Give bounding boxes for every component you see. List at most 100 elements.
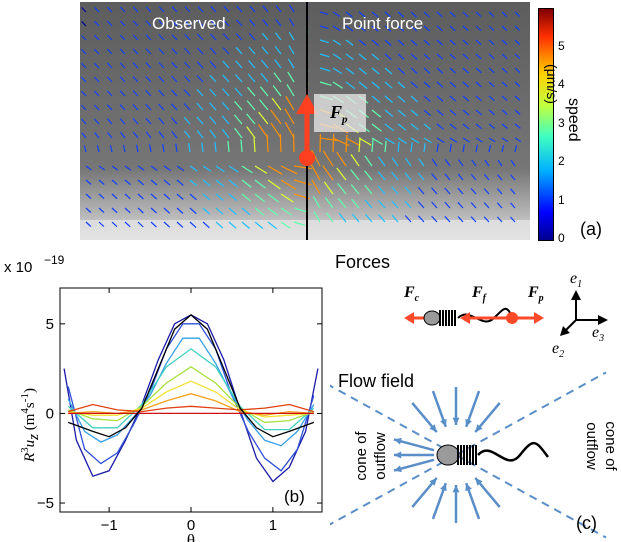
flow-vector [210,33,217,41]
flow-vector [260,73,269,83]
flow-vector [410,11,417,18]
flow-vector [223,19,230,27]
flow-vector [384,25,392,32]
cell-body-icon [436,444,460,466]
flow-vector [384,39,392,46]
flow-vector [171,130,178,139]
panel-a-tag: (a) [580,219,602,239]
flow-vector [364,155,373,167]
flow-vector [475,123,483,130]
flow-vector [436,137,445,144]
flow-vector [235,46,243,55]
flow-vector [253,137,256,153]
flow-vector [475,39,482,46]
y-tick-label: 0 [46,405,54,422]
flow-vector [457,173,464,181]
flow-vector [120,131,126,139]
flow-vector [184,6,191,13]
flow-vector [81,48,87,55]
flow-vector [410,142,413,153]
flow-vector [397,53,405,61]
flow-vector [106,118,113,125]
e3-symbol: e [592,324,600,341]
x-tick-label: 0 [187,517,195,534]
flow-vector [266,134,269,153]
flow-vector [235,60,243,69]
flow-vector [501,25,508,31]
flow-vector [431,187,438,195]
flow-vector [501,137,509,143]
flow-vector [240,139,243,153]
flow-vector [332,67,343,75]
flow-vector [275,5,282,13]
e1-arrow-head [571,290,581,300]
flow-vector [514,109,521,115]
flow-vector [364,170,373,181]
flow-vector [488,25,495,32]
flow-vector [171,75,178,83]
flow-vector [417,215,425,223]
flow-vector [475,109,482,116]
flow-vector [272,85,282,97]
y-axis-label: R3uz (m4s-1) [19,388,42,463]
flow-vector [384,109,394,118]
forces-title: Forces [335,252,391,272]
flow-vector [397,141,400,153]
flow-vector [119,118,126,125]
flow-vector [337,183,347,195]
flow-vector [436,39,443,46]
point-force-dot [299,150,315,166]
flow-arrow-head [429,424,437,433]
flow-vector [293,207,308,213]
flow-vector [313,211,321,223]
flow-vector [288,45,295,55]
flow-vector [462,109,470,116]
flow-vector [246,113,256,125]
flow-vector [124,207,131,214]
flow-vector [145,131,152,139]
flow-vector [365,214,373,223]
flow-vector [209,129,217,139]
flow-vector [124,179,131,186]
flow-vector [462,137,470,143]
flow-vector [337,198,347,209]
panel-b-tag: (b) [284,487,305,506]
flow-vector [81,104,87,111]
flow-field-diagram [330,371,607,539]
flow-vector [274,59,282,69]
flow-vector [514,53,521,59]
flow-vector [488,144,492,153]
flow-vector [210,5,217,13]
flow-vector [514,81,521,87]
series-line [67,366,315,424]
cell-body-icon [423,310,441,326]
flow-vector [510,174,516,181]
fp-point-dot [506,312,518,324]
flow-vector [261,59,269,69]
flow-vector [261,32,269,41]
flow-vector [176,165,185,172]
flow-vector [501,39,508,45]
flow-vector [364,184,373,195]
flow-vector [262,5,269,13]
flow-vector [215,221,224,229]
left-cone-line1: cone of [353,431,370,481]
flow-vector [405,157,412,167]
flow-vector [202,207,211,215]
flow-vector [280,193,294,203]
flow-vector [288,18,295,27]
plot-frame [59,287,323,513]
flow-vector [228,221,237,229]
flow-vector [85,165,92,171]
flow-vector [371,11,379,18]
flow-vector [171,6,178,13]
flow-vector [235,33,243,41]
flow-vector [249,5,256,13]
flow-vector [488,81,495,88]
colorbar-tick-label: 5 [558,38,565,53]
flow-vector [119,34,126,41]
flow-vector [457,216,464,223]
flow-vector [233,114,243,125]
fp-subscript: p [538,293,544,305]
flow-vector [319,137,338,142]
